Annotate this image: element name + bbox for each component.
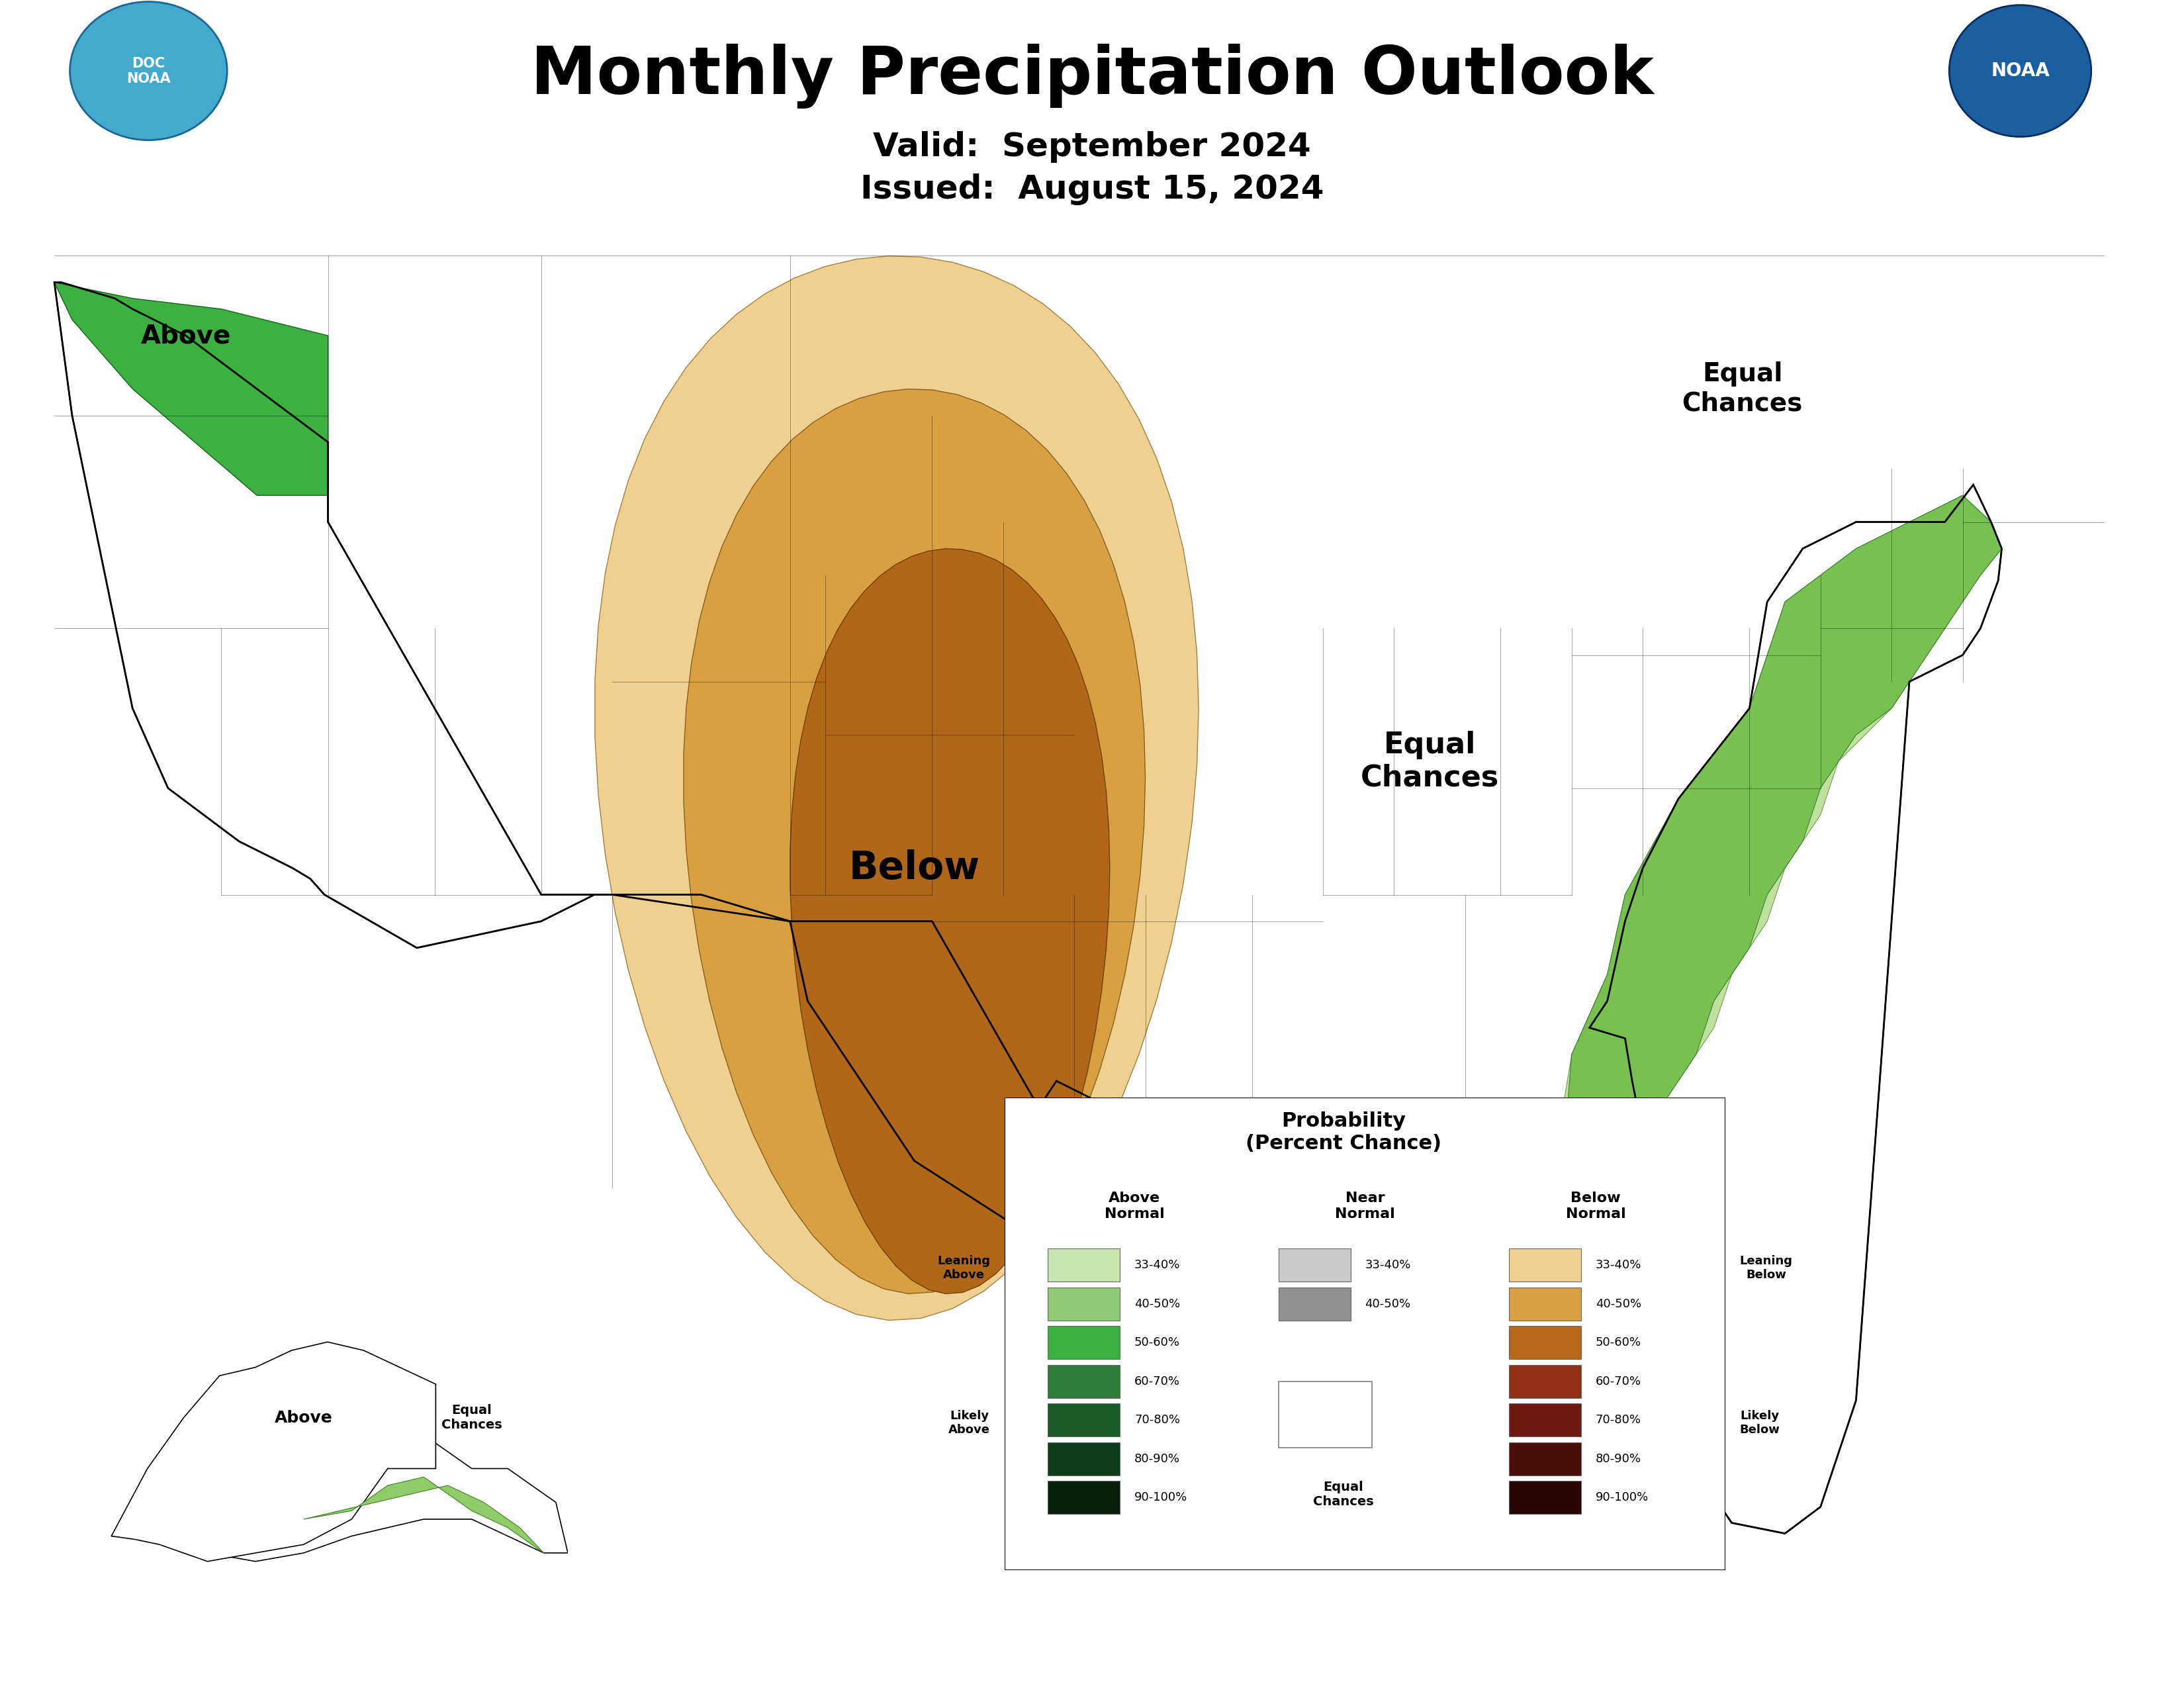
Polygon shape	[55, 282, 2003, 1533]
Bar	[1509, 1480, 1581, 1514]
Text: Above: Above	[1203, 1386, 1299, 1415]
Bar	[1048, 1442, 1120, 1475]
Text: 40-50%: 40-50%	[1597, 1298, 1642, 1310]
Text: 70-80%: 70-80%	[1597, 1415, 1642, 1426]
Text: 50-60%: 50-60%	[1133, 1337, 1179, 1349]
Bar	[1048, 1249, 1120, 1281]
Text: Equal
Chances: Equal Chances	[1313, 1480, 1374, 1507]
Text: Leaning
Below: Leaning Below	[1741, 1254, 1793, 1281]
Text: 80-90%: 80-90%	[1133, 1453, 1179, 1465]
Text: Above
Normal: Above Normal	[1105, 1192, 1164, 1220]
Text: 70-80%: 70-80%	[1133, 1415, 1179, 1426]
Text: 80-90%: 80-90%	[1597, 1453, 1642, 1465]
Bar	[1509, 1442, 1581, 1475]
Polygon shape	[111, 1418, 568, 1561]
Text: Equal
Chances: Equal Chances	[1361, 731, 1498, 792]
Text: Above: Above	[140, 322, 232, 348]
Polygon shape	[1518, 495, 2003, 1295]
Polygon shape	[1020, 1256, 1572, 1491]
Text: 40-50%: 40-50%	[1365, 1298, 1411, 1310]
Polygon shape	[1555, 495, 2003, 1268]
Text: Below
Normal: Below Normal	[1566, 1192, 1625, 1220]
Text: 60-70%: 60-70%	[1597, 1376, 1642, 1388]
Polygon shape	[55, 282, 328, 495]
Polygon shape	[304, 1477, 544, 1553]
Text: Above: Above	[275, 1409, 332, 1426]
Text: 40-50%: 40-50%	[1133, 1298, 1179, 1310]
Polygon shape	[791, 549, 1109, 1293]
Bar	[1509, 1288, 1581, 1320]
Text: Valid:  September 2024: Valid: September 2024	[874, 132, 1310, 162]
Text: Issued:  August 15, 2024: Issued: August 15, 2024	[860, 174, 1324, 204]
Text: Likely
Below: Likely Below	[1741, 1409, 1780, 1436]
Polygon shape	[684, 388, 1144, 1293]
Text: DOC
NOAA: DOC NOAA	[127, 57, 170, 84]
Bar	[1048, 1480, 1120, 1514]
Bar	[1509, 1364, 1581, 1398]
Polygon shape	[1555, 1295, 1642, 1533]
Text: Equal
Chances: Equal Chances	[441, 1404, 502, 1431]
Text: Equal
Chances: Equal Chances	[1682, 361, 1802, 415]
Text: Probability
(Percent Chance): Probability (Percent Chance)	[1245, 1111, 1441, 1153]
Text: 90-100%: 90-100%	[1597, 1492, 1649, 1504]
Bar	[1509, 1327, 1581, 1359]
FancyBboxPatch shape	[1005, 1097, 1725, 1570]
Bar	[1509, 1403, 1581, 1436]
Polygon shape	[111, 1342, 435, 1561]
Text: Leaning
Above: Leaning Above	[937, 1254, 989, 1281]
Text: 50-60%: 50-60%	[1597, 1337, 1642, 1349]
Text: 33-40%: 33-40%	[1133, 1259, 1179, 1271]
Bar	[1278, 1288, 1350, 1320]
Text: NOAA: NOAA	[1992, 62, 2049, 79]
Text: Near
Normal: Near Normal	[1334, 1192, 1396, 1220]
Bar	[1278, 1249, 1350, 1281]
Bar	[1048, 1288, 1120, 1320]
Text: 60-70%: 60-70%	[1133, 1376, 1179, 1388]
Text: Monthly Precipitation Outlook: Monthly Precipitation Outlook	[531, 44, 1653, 108]
Text: 33-40%: 33-40%	[1365, 1259, 1411, 1271]
Text: 90-100%: 90-100%	[1133, 1492, 1188, 1504]
Text: 33-40%: 33-40%	[1597, 1259, 1642, 1271]
Polygon shape	[594, 257, 1199, 1320]
Bar	[1278, 1381, 1372, 1447]
Bar	[1048, 1403, 1120, 1436]
Bar	[1509, 1249, 1581, 1281]
Text: Likely
Above: Likely Above	[948, 1409, 989, 1436]
Text: Above: Above	[1151, 1227, 1247, 1254]
Text: Below: Below	[850, 849, 981, 886]
Text: Above: Above	[1559, 1438, 1669, 1469]
Bar	[1048, 1364, 1120, 1398]
Bar	[1048, 1327, 1120, 1359]
